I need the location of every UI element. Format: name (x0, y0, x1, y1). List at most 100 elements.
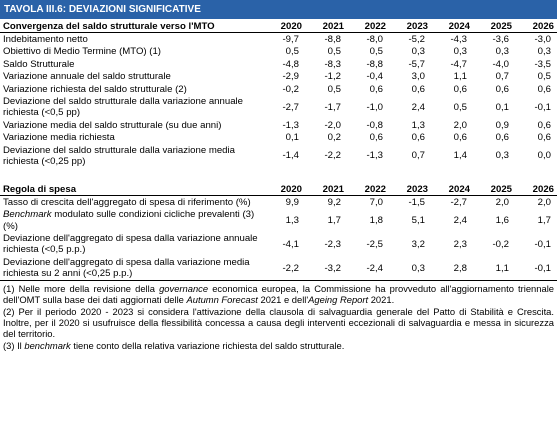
row-label: Saldo Strutturale (0, 58, 263, 70)
cell-value: 0,6 (411, 83, 425, 95)
footnote: (1) Nelle more della revisione della gov… (3, 283, 554, 306)
text: 2021. (368, 294, 395, 306)
header-row: Convergenza del saldo strutturale verso … (0, 19, 557, 34)
cell-value: -2,9 (282, 71, 299, 83)
cell-value: -1,7 (324, 101, 341, 113)
cell-value: 2,0 (453, 119, 467, 131)
year-header: 2023 (389, 181, 431, 197)
text: (1) Nelle more della revisione della (3, 283, 160, 295)
italic-text: benchmark (24, 339, 71, 351)
table-row: Benchmark modulato sulle condizioni cicl… (0, 209, 557, 233)
cell-value: 1,7 (327, 214, 341, 226)
cell-value: 0,3 (537, 46, 551, 58)
cell-value: 0,6 (369, 132, 383, 144)
text: Obiettivo di Medio Termine (MTO) (1) (3, 46, 161, 58)
text: Deviazione dell'aggregato di spesa dalla… (3, 256, 250, 280)
cell-value: -3,0 (534, 33, 551, 45)
cell-value: -0,1 (534, 262, 551, 274)
cell-value: 0,5 (327, 83, 341, 95)
cell-value: -4,7 (450, 58, 467, 70)
row-label: Deviazione dell'aggregato di spesa dalla… (0, 256, 263, 280)
cell-value: -3,2 (324, 262, 341, 274)
cell-value: 9,2 (327, 196, 341, 208)
cell-value: -4,1 (282, 238, 299, 250)
text: Saldo Strutturale (3, 58, 75, 70)
cell-value: 2,0 (495, 196, 509, 208)
text: tiene conto della relativa variazione ri… (70, 339, 345, 351)
footnote: (3) Il benchmark tiene conto della relat… (3, 340, 554, 351)
cell-value: 1,3 (285, 214, 299, 226)
table-row: Variazione annuale del saldo strutturale… (0, 71, 557, 83)
cell-value: 1,6 (495, 214, 509, 226)
text: Deviazione dell'aggregato di spesa dalla… (3, 233, 258, 256)
cell-value: 2,4 (453, 214, 467, 226)
text: Variazione media del saldo strutturale (… (3, 119, 222, 131)
cell-value: 1,3 (411, 119, 425, 131)
cell-value: 3,0 (411, 71, 425, 83)
cell-value: -8,8 (366, 58, 383, 70)
cell-value: 2,3 (453, 238, 467, 250)
cell-value: 0,6 (537, 132, 551, 144)
cell-value: -4,3 (450, 33, 467, 45)
text: 2021 e dell' (257, 294, 309, 306)
cell-value: 0,6 (369, 83, 383, 95)
cell-value: 0,6 (453, 132, 467, 144)
cell-value: 1,8 (369, 214, 383, 226)
cell-value: 0,3 (411, 262, 425, 274)
cell-value: 0,3 (411, 46, 425, 58)
italic-text: Benchmark (3, 209, 52, 221)
cell-value: 1,4 (453, 150, 467, 162)
year-header: 2022 (347, 19, 389, 34)
year-header: 2023 (389, 19, 431, 34)
year-header: 2020 (263, 181, 305, 197)
cell-value: -8,3 (324, 58, 341, 70)
year-header: 2020 (263, 19, 305, 34)
year-header: 2025 (473, 181, 515, 197)
italic-text: Ageing Report (308, 294, 369, 306)
row-label: Variazione media richiesta (0, 132, 263, 144)
cell-value: 0,1 (285, 132, 299, 144)
cell-value: 0,6 (537, 83, 551, 95)
cell-value: -2,2 (324, 150, 341, 162)
cell-value: -2,0 (324, 119, 341, 131)
table-row: Indebitamento netto -9,7 -8,8 -8,0 -5,2 -4,3 -… (0, 33, 557, 46)
text: modulato sulle condizioni cicliche preva… (3, 209, 255, 232)
cell-value: -0,2 (282, 83, 299, 95)
text: Deviazione del saldo strutturale dalla v… (3, 95, 243, 119)
cell-value: 0,0 (537, 150, 551, 162)
year-header: 2022 (347, 181, 389, 197)
cell-value: 0,2 (327, 132, 341, 144)
spacer (0, 168, 557, 182)
cell-value: 3,2 (411, 238, 425, 250)
table-row: Obiettivo di Medio Termine (MTO) (1) 0,5 0… (0, 46, 557, 58)
cell-value: -1,0 (366, 101, 383, 113)
italic-text: Autumn Forecast (186, 294, 258, 306)
cell-value: -8,0 (366, 33, 383, 45)
cell-value: -8,8 (324, 33, 341, 45)
year-header: 2021 (305, 19, 347, 34)
cell-value: 0,7 (411, 150, 425, 162)
cell-value: -2,7 (450, 196, 467, 208)
cell-value: -4,0 (492, 58, 509, 70)
cell-value: 0,6 (495, 132, 509, 144)
italic-text: governance (159, 283, 209, 295)
row-label: Variazione richiesta del saldo struttura… (0, 83, 263, 95)
cell-value: 0,6 (411, 132, 425, 144)
cell-value: -1,2 (324, 71, 341, 83)
cell-value: 0,6 (495, 83, 509, 95)
cell-value: 7,0 (369, 196, 383, 208)
cell-value: -0,1 (534, 101, 551, 113)
cell-value: -3,5 (534, 58, 551, 70)
cell-value: -9,7 (282, 33, 299, 45)
text: Deviazione del saldo strutturale dalla v… (3, 144, 235, 167)
text: Variazione media richiesta (3, 132, 115, 144)
row-label: Tasso di crescita dell'aggregato di spes… (0, 196, 263, 209)
table-row: Variazione media richiesta 0,1 0,2 0,6 0,6 0,… (0, 132, 557, 144)
cell-value: 1,7 (537, 214, 551, 226)
row-label: Deviazione del saldo strutturale dalla v… (0, 144, 263, 168)
cell-value: -2,3 (324, 238, 341, 250)
text: Indebitamento netto (3, 33, 88, 45)
cell-value: -3,6 (492, 33, 509, 45)
table-row: Deviazione dell'aggregato di spesa dalla… (0, 256, 557, 280)
